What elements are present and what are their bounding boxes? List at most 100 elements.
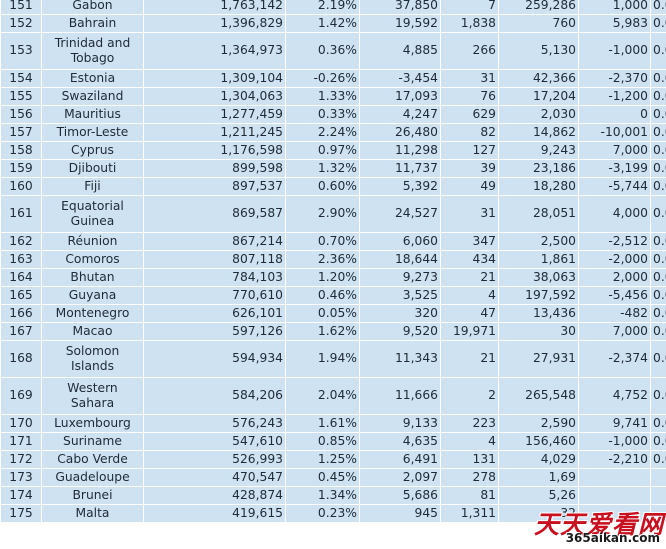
density-cell: 19,971	[440, 322, 499, 341]
land-area-cell: 1,69	[498, 468, 579, 487]
population-cell: 1,763,142	[143, 0, 286, 15]
world-share-cell: 0.02%	[650, 14, 666, 33]
migrants-cell: -2,512	[578, 232, 651, 251]
migrants-cell: -2,000	[578, 250, 651, 269]
rank-cell: 175	[0, 504, 42, 523]
country-cell: Estonia	[41, 69, 144, 88]
migrants-cell: -2,370	[578, 69, 651, 88]
net-change-cell: 5,686	[359, 486, 441, 505]
net-change-cell: 6,060	[359, 232, 441, 251]
yearly-change-cell: 2.24%	[285, 123, 360, 142]
population-table: 151 Gabon 1,763,142 2.19% 37,850 7 259,286 1,00…	[0, 0, 666, 523]
world-share-cell: 0.02%	[650, 69, 666, 88]
yearly-change-cell: 2.04%	[285, 377, 360, 415]
net-change-cell: 26,480	[359, 123, 441, 142]
watermark-url: 365aikan.com	[565, 531, 660, 545]
world-share-cell: 0.01%	[650, 286, 666, 305]
country-cell: Guadeloupe	[41, 468, 144, 487]
net-change-cell: 9,520	[359, 322, 441, 341]
table-row: 162 Réunion 867,214 0.70% 6,060 347 2,500 -2,51…	[0, 232, 666, 251]
rank-cell: 155	[0, 87, 42, 106]
net-change-cell: 945	[359, 504, 441, 523]
yearly-change-cell: 0.70%	[285, 232, 360, 251]
country-cell: Timor-Leste	[41, 123, 144, 142]
rank-cell: 165	[0, 286, 42, 305]
world-share-cell	[650, 486, 666, 505]
net-change-cell: 3,525	[359, 286, 441, 305]
country-cell: Guyana	[41, 286, 144, 305]
population-cell: 428,874	[143, 486, 286, 505]
density-cell: 347	[440, 232, 499, 251]
world-share-cell: 0.007%	[650, 432, 666, 451]
density-cell: 278	[440, 468, 499, 487]
rank-cell: 164	[0, 268, 42, 287]
country-cell: Brunei	[41, 486, 144, 505]
migrants-cell: 5,983	[578, 14, 651, 33]
population-cell: 419,615	[143, 504, 286, 523]
land-area-cell: 5,130	[498, 32, 579, 70]
land-area-cell: 13,436	[498, 304, 579, 323]
rank-cell: 159	[0, 159, 42, 178]
population-cell: 770,610	[143, 286, 286, 305]
land-area-cell: 18,280	[498, 177, 579, 196]
yearly-change-cell: 1.33%	[285, 87, 360, 106]
land-area-cell: 760	[498, 14, 579, 33]
table-row: 168 Solomon Islands 594,934 1.94% 11,343 21 27…	[0, 340, 666, 378]
net-change-cell: 9,133	[359, 414, 441, 433]
country-cell: Bahrain	[41, 14, 144, 33]
world-share-cell: 0.008%	[650, 377, 666, 415]
migrants-cell: 9,741	[578, 414, 651, 433]
rank-cell: 170	[0, 414, 42, 433]
density-cell: 1,311	[440, 504, 499, 523]
density-cell: 81	[440, 486, 499, 505]
country-cell: Swaziland	[41, 87, 144, 106]
density-cell: 434	[440, 250, 499, 269]
table-row: 170 Luxembourg 576,243 1.61% 9,133 223 2,590 9,…	[0, 414, 666, 433]
population-cell: 867,214	[143, 232, 286, 251]
table-row: 174 Brunei 428,874 1.34% 5,686 81 5,26	[0, 486, 666, 505]
rank-cell: 166	[0, 304, 42, 323]
population-cell: 1,396,829	[143, 14, 286, 33]
table-row: 165 Guyana 770,610 0.46% 3,525 4 197,592 -5,456…	[0, 286, 666, 305]
world-share-cell: 0.02%	[650, 141, 666, 160]
world-share-cell: 0.008%	[650, 340, 666, 378]
world-share-cell	[650, 504, 666, 523]
country-cell: Western Sahara	[41, 377, 144, 415]
yearly-change-cell: 1.42%	[285, 14, 360, 33]
rank-cell: 153	[0, 32, 42, 70]
land-area-cell: 156,460	[498, 432, 579, 451]
table-row: 175 Malta 419,615 0.23% 945 1,311 32	[0, 504, 666, 523]
density-cell: 47	[440, 304, 499, 323]
world-share-cell: 0.01%	[650, 159, 666, 178]
world-share-cell: 0.008%	[650, 414, 666, 433]
rank-cell: 156	[0, 105, 42, 124]
density-cell: 82	[440, 123, 499, 142]
density-cell: 49	[440, 177, 499, 196]
migrants-cell: -1,000	[578, 32, 651, 70]
table-body: 151 Gabon 1,763,142 2.19% 37,850 7 259,286 1,00…	[0, 0, 666, 523]
yearly-change-cell: 1.62%	[285, 322, 360, 341]
density-cell: 21	[440, 340, 499, 378]
net-change-cell: 9,273	[359, 268, 441, 287]
table-row: 158 Cyprus 1,176,598 0.97% 11,298 127 9,243 7,0…	[0, 141, 666, 160]
population-cell: 594,934	[143, 340, 286, 378]
population-cell: 784,103	[143, 268, 286, 287]
rank-cell: 151	[0, 0, 42, 15]
migrants-cell: 7,000	[578, 141, 651, 160]
density-cell: 31	[440, 195, 499, 233]
density-cell: 223	[440, 414, 499, 433]
country-cell: Cabo Verde	[41, 450, 144, 469]
net-change-cell: 2,097	[359, 468, 441, 487]
migrants-cell: -1,000	[578, 432, 651, 451]
population-cell: 597,126	[143, 322, 286, 341]
population-cell: 1,277,459	[143, 105, 286, 124]
yearly-change-cell: 2.90%	[285, 195, 360, 233]
country-cell: Solomon Islands	[41, 340, 144, 378]
migrants-cell: -1,200	[578, 87, 651, 106]
density-cell: 2	[440, 377, 499, 415]
net-change-cell: 4,885	[359, 32, 441, 70]
yearly-change-cell: 0.33%	[285, 105, 360, 124]
population-cell: 897,537	[143, 177, 286, 196]
rank-cell: 172	[0, 450, 42, 469]
table-row: 171 Suriname 547,610 0.85% 4,635 4 156,460 -1,0…	[0, 432, 666, 451]
